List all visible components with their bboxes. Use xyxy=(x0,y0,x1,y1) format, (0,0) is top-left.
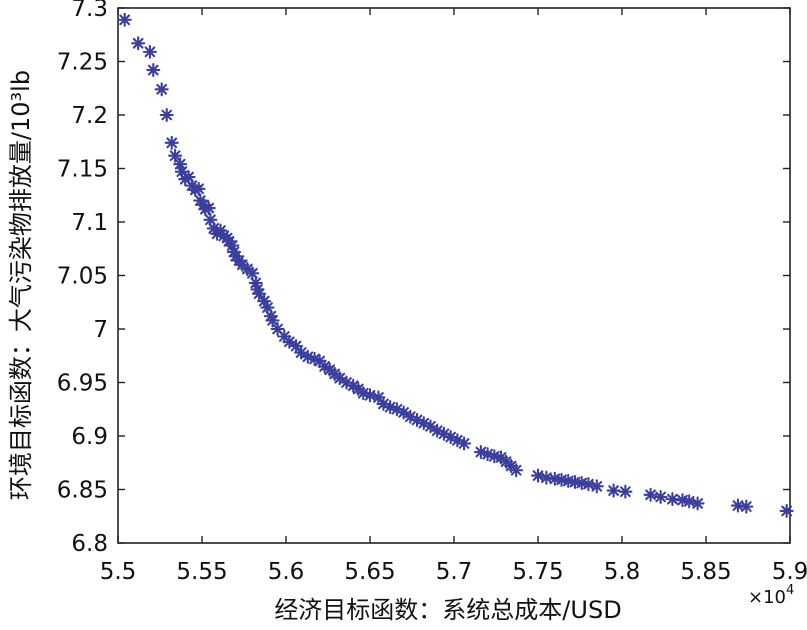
x-tick-label: 5.5 xyxy=(100,559,137,585)
data-point xyxy=(117,12,132,27)
data-point xyxy=(294,345,309,360)
x-tick-label: 5.65 xyxy=(344,559,395,585)
y-tick-label: 7.15 xyxy=(57,157,108,183)
data-point xyxy=(146,63,161,78)
data-point xyxy=(131,36,146,51)
data-point xyxy=(682,494,697,509)
y-tick-label: 7.2 xyxy=(71,103,108,129)
data-point xyxy=(618,484,633,499)
data-point xyxy=(739,499,754,514)
x-tick-label: 5.55 xyxy=(176,559,227,585)
data-point xyxy=(606,483,621,498)
y-tick-label: 6.85 xyxy=(57,478,108,504)
data-point xyxy=(665,492,680,507)
data-point xyxy=(142,44,157,59)
y-tick-label: 7.05 xyxy=(57,264,108,290)
data-point xyxy=(539,470,554,485)
data-point xyxy=(779,503,794,518)
x-tick-label: 5.7 xyxy=(436,559,473,585)
x-tick-label: 5.6 xyxy=(268,559,305,585)
y-tick-label: 6.9 xyxy=(71,424,108,450)
data-point xyxy=(201,201,216,216)
plot-area xyxy=(117,7,791,544)
data-point xyxy=(154,82,169,97)
y-tick-label: 6.8 xyxy=(71,531,108,557)
data-point xyxy=(168,148,183,163)
x-axis: 5.5 5.55 5.6 5.65 5.7 5.75 5.8 5.85 5.9 xyxy=(100,8,807,585)
y-tick-label: 7.3 xyxy=(71,0,108,22)
data-point xyxy=(159,107,174,123)
data-point xyxy=(653,489,668,505)
y-tick-label: 6.95 xyxy=(57,371,108,397)
y-tick-label: 7 xyxy=(93,317,108,343)
data-point xyxy=(643,487,658,502)
y-axis-label: 环境目标函数：大气污染物排放量/10³lb xyxy=(7,70,35,500)
x-tick-label: 5.75 xyxy=(512,559,563,585)
data-point xyxy=(581,477,596,492)
data-point xyxy=(589,479,604,494)
data-point xyxy=(730,498,745,513)
y-tick-label: 7.25 xyxy=(57,50,108,76)
data-point xyxy=(457,436,472,451)
data-points xyxy=(117,12,794,518)
plot-border xyxy=(117,7,791,544)
data-point xyxy=(567,474,583,490)
x-tick-label: 5.8 xyxy=(604,559,641,585)
data-point xyxy=(260,300,275,315)
data-point xyxy=(164,135,179,150)
data-point xyxy=(530,468,546,483)
data-point xyxy=(509,463,524,478)
x-tick-label: 5.85 xyxy=(680,559,731,585)
data-point xyxy=(265,313,280,328)
x-multiplier-exponent: 4 xyxy=(786,583,794,598)
data-point xyxy=(690,496,705,511)
x-axis-multiplier: ×104 xyxy=(748,583,794,608)
x-axis-label: 经济目标函数：系统总成本/USD xyxy=(274,596,621,624)
data-point xyxy=(191,181,206,196)
data-point xyxy=(362,388,378,403)
y-axis: 6.8 6.85 6.9 6.95 7 7.05 7.1 7.15 7.2 7.25 7.3 xyxy=(57,0,790,557)
data-point xyxy=(252,286,267,301)
x-multiplier-base: ×10 xyxy=(748,587,786,608)
y-tick-label: 7.1 xyxy=(71,210,108,236)
x-tick-label: 5.9 xyxy=(772,559,807,585)
